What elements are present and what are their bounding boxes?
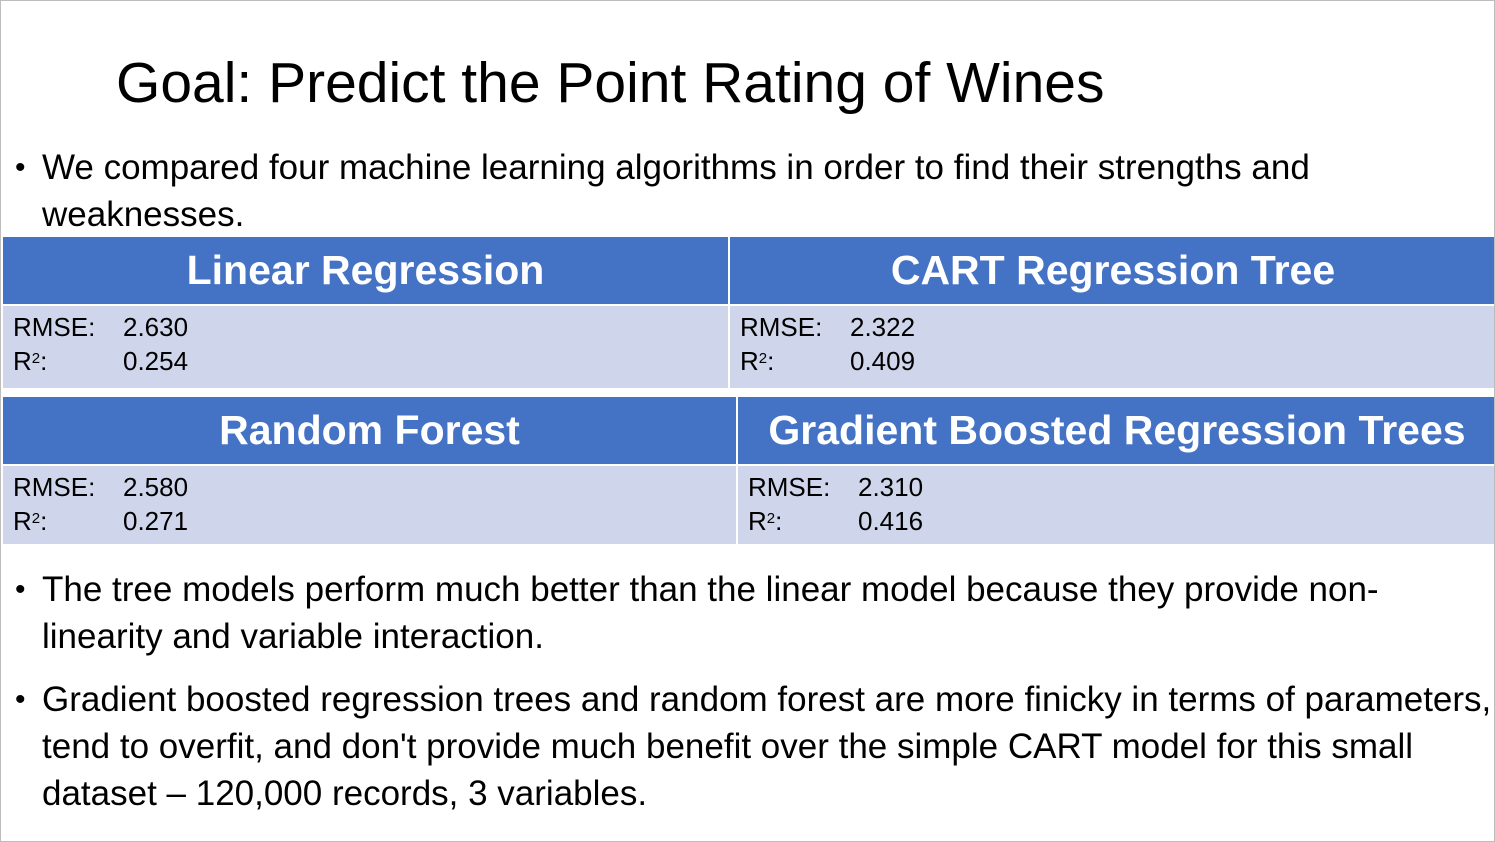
model-cell-random-forest: RMSE: 2.580 R2: 0.271 [1, 464, 738, 546]
rmse-label: RMSE: [740, 312, 823, 342]
rmse-metric: RMSE: 2.322 [740, 310, 1486, 344]
rmse-value: 2.630 [123, 312, 189, 342]
table-row: RMSE: 2.580 R2: 0.271 RMSE: 2.310 R2: 0.416 [1, 464, 1494, 546]
r2-label-base: R [748, 506, 767, 536]
r2-label: R2: [13, 344, 123, 378]
r2-label-suffix: : [775, 506, 783, 536]
slide-title: Goal: Predict the Point Rating of Wines [116, 51, 1105, 115]
rmse-value: 2.322 [850, 312, 916, 342]
r2-label: R2: [740, 344, 850, 378]
model-header-linear-regression: Linear Regression [1, 235, 730, 306]
r2-metric: R2: 0.271 [13, 504, 726, 538]
bullet-dot-icon: • [15, 573, 26, 606]
rmse-value: 2.310 [858, 472, 924, 502]
bullet-finding-2-text: Gradient boosted regression trees and ra… [42, 680, 1492, 813]
r2-label: R2: [748, 504, 858, 538]
r2-metric: R2: 0.254 [13, 344, 718, 378]
table-row: RMSE: 2.630 R2: 0.254 RMSE: 2.322 R2: 0.409 [1, 304, 1494, 390]
model-header-cart-regression-tree: CART Regression Tree [728, 235, 1494, 306]
rmse-label: RMSE: [748, 472, 831, 502]
rmse-label: RMSE: [13, 312, 96, 342]
rmse-metric: RMSE: 2.580 [13, 470, 726, 504]
r2-metric: R2: 0.416 [748, 504, 1486, 538]
r2-label-base: R [13, 346, 32, 376]
r2-label-sup: 2 [31, 510, 41, 527]
table-header-row: Random Forest Gradient Boosted Regressio… [1, 395, 1494, 466]
r2-label-sup: 2 [758, 350, 768, 367]
model-header-gradient-boosted-regression-trees: Gradient Boosted Regression Trees [736, 395, 1494, 466]
model-cell-cart-regression-tree: RMSE: 2.322 R2: 0.409 [728, 304, 1494, 390]
bullet-dot-icon: • [15, 151, 26, 184]
r2-label-base: R [13, 506, 32, 536]
model-table-bottom: Random Forest Gradient Boosted Regressio… [1, 395, 1494, 546]
rmse-metric: RMSE: 2.310 [748, 470, 1486, 504]
r2-value: 0.254 [123, 346, 189, 376]
r2-label-suffix: : [40, 506, 48, 536]
r2-label-suffix: : [40, 346, 48, 376]
rmse-metric: RMSE: 2.630 [13, 310, 718, 344]
table-header-row: Linear Regression CART Regression Tree [1, 235, 1494, 306]
r2-label-base: R [740, 346, 759, 376]
r2-value: 0.409 [850, 346, 916, 376]
r2-label-sup: 2 [766, 510, 776, 527]
r2-metric: R2: 0.409 [740, 344, 1486, 378]
bullet-dot-icon: • [15, 683, 26, 716]
r2-label-sup: 2 [31, 350, 41, 367]
model-table-top: Linear Regression CART Regression Tree R… [1, 235, 1494, 390]
r2-value: 0.416 [858, 506, 924, 536]
model-header-random-forest: Random Forest [1, 395, 738, 466]
model-cell-linear-regression: RMSE: 2.630 R2: 0.254 [1, 304, 730, 390]
model-cell-gradient-boosted-regression-trees: RMSE: 2.310 R2: 0.416 [736, 464, 1494, 546]
rmse-value: 2.580 [123, 472, 189, 502]
bullet-intro-text: We compared four machine learning algori… [42, 148, 1310, 234]
rmse-label: RMSE: [13, 472, 96, 502]
bullet-finding-1-text: The tree models perform much better than… [42, 570, 1379, 656]
r2-value: 0.271 [123, 506, 189, 536]
r2-label: R2: [13, 504, 123, 538]
r2-label-suffix: : [767, 346, 775, 376]
